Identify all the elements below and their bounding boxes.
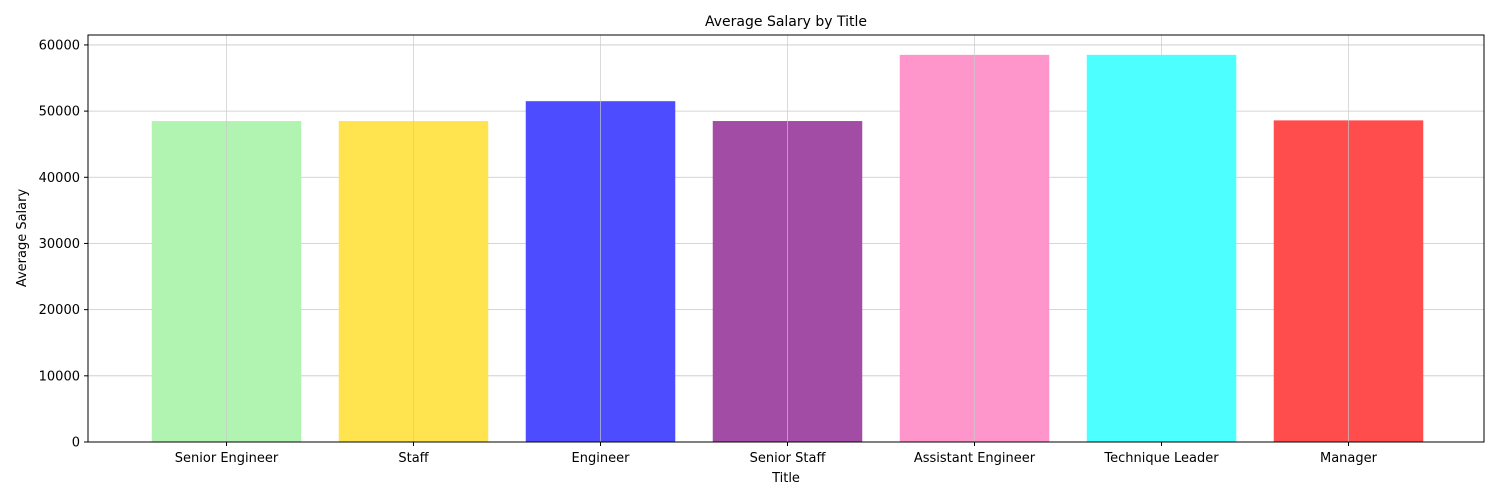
x-tick-label: Engineer bbox=[572, 451, 631, 466]
y-axis-label: Average Salary bbox=[15, 189, 30, 288]
x-tick-label: Assistant Engineer bbox=[914, 451, 1036, 466]
plot-frame bbox=[87, 34, 1485, 443]
x-tick-label: Senior Engineer bbox=[175, 451, 279, 466]
y-tick-label: 50000 bbox=[39, 105, 80, 120]
chart-title: Average Salary by Title bbox=[705, 14, 867, 30]
x-axis-ticks: Senior Engineer Staff Engineer Senior Staff… bbox=[175, 442, 1378, 466]
vertical-grid-lines bbox=[226, 35, 1349, 442]
x-tick-label: Staff bbox=[398, 451, 429, 466]
x-axis-label: Title bbox=[771, 471, 800, 486]
y-axis-ticks: 0 10000 20000 30000 40000 50000 60000 bbox=[39, 38, 88, 451]
x-tick-label: Manager bbox=[1320, 451, 1378, 466]
y-tick-label: 20000 bbox=[39, 303, 80, 318]
y-tick-label: 60000 bbox=[39, 38, 80, 53]
y-tick-label: 0 bbox=[72, 436, 80, 451]
y-tick-label: 30000 bbox=[39, 237, 80, 252]
x-tick-label: Technique Leader bbox=[1103, 451, 1219, 466]
y-tick-label: 10000 bbox=[39, 369, 80, 384]
y-tick-label: 40000 bbox=[39, 171, 80, 186]
x-tick-label: Senior Staff bbox=[750, 451, 827, 466]
